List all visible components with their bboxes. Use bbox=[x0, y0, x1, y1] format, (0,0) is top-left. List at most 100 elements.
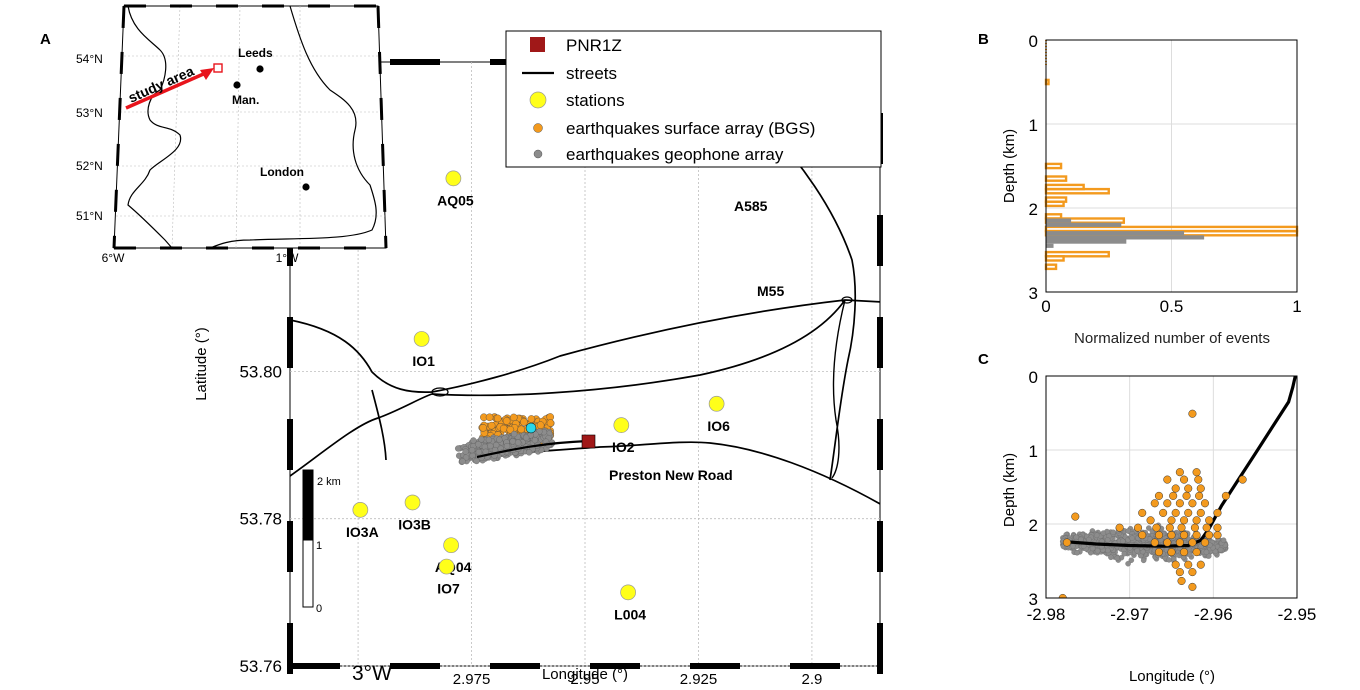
scatter-point-surface bbox=[1196, 484, 1205, 493]
scatter-point-geophone bbox=[1100, 530, 1107, 536]
map-quake-geophone bbox=[459, 458, 466, 465]
scale-bar-upper bbox=[302, 469, 314, 541]
city-label-manchester: Man. bbox=[232, 93, 259, 107]
map-quake-geophone bbox=[503, 442, 511, 450]
scatter-y-tick-label: 3 bbox=[1029, 590, 1038, 609]
map-quake-geophone bbox=[475, 448, 483, 456]
map-quake-geophone bbox=[462, 448, 469, 455]
scatter-point-surface bbox=[1175, 538, 1184, 547]
map-border-segment-bottom-8 bbox=[690, 663, 740, 669]
legend-label-stations: stations bbox=[566, 91, 625, 110]
scatter-point-geophone bbox=[1212, 548, 1219, 555]
scatter-plot-area bbox=[1058, 376, 1297, 598]
scatter-point-surface bbox=[1180, 531, 1189, 540]
scatter-x-tick-label: -2.96 bbox=[1194, 605, 1233, 624]
map-border-segment-bottom-10 bbox=[790, 663, 840, 669]
scatter-panel: -2.98 -2.97 -2.96 -2.95 0 1 2 3 Longitude (°) D… bbox=[1001, 368, 1316, 685]
scatter-point-geophone bbox=[1086, 536, 1092, 543]
map-border-segment-left-11 bbox=[287, 623, 293, 674]
scatter-point-surface bbox=[1192, 548, 1201, 557]
map-quake-geophone bbox=[525, 449, 533, 456]
station-marker bbox=[413, 331, 430, 347]
scatter-point-geophone bbox=[1074, 549, 1080, 556]
scatter-point-surface bbox=[1175, 568, 1184, 577]
inset-lat-52: 52°N bbox=[76, 159, 103, 173]
scatter-point-surface bbox=[1177, 576, 1186, 586]
map-x-tick-label: 2.975 bbox=[453, 671, 491, 685]
scatter-point-geophone bbox=[1104, 547, 1111, 554]
histogram-gridlines bbox=[1046, 40, 1297, 292]
histogram-tick-labels: 0 0.5 1 0 1 2 3 bbox=[1029, 32, 1302, 316]
map-x-corner-label: 3°W bbox=[352, 662, 392, 685]
map-quake-geophone bbox=[522, 434, 530, 441]
scatter-point-geophone bbox=[1129, 535, 1135, 541]
scatter-point-surface bbox=[1202, 523, 1211, 532]
scatter-tick-labels: -2.98 -2.97 -2.96 -2.95 0 1 2 3 bbox=[1027, 368, 1317, 624]
scatter-y-axis-label: Depth (km) bbox=[1001, 453, 1018, 527]
map-x-axis-label: Longitude (°) bbox=[542, 666, 628, 683]
scatter-y-tick-label: 2 bbox=[1029, 516, 1038, 535]
scatter-point-surface bbox=[1188, 499, 1197, 508]
histogram-bar-geophone bbox=[1046, 231, 1185, 236]
scatter-point-surface bbox=[1196, 508, 1205, 517]
scatter-point-surface bbox=[1150, 499, 1159, 508]
street-a585 bbox=[759, 119, 857, 481]
city-dot-london bbox=[302, 183, 310, 191]
map-y-axis-label: Latitude (°) bbox=[193, 327, 210, 401]
map-border-segment-right-7 bbox=[877, 419, 883, 470]
legend-marker-geophone-array bbox=[533, 149, 543, 159]
map-x-tick-label: 2.925 bbox=[680, 671, 718, 685]
scatter-point-surface bbox=[1184, 484, 1193, 493]
map-x-tick-label: 2.9 bbox=[801, 671, 822, 685]
map-quake-geophone bbox=[509, 438, 516, 445]
map-quake-geophone bbox=[475, 441, 482, 448]
station-label: IO6 bbox=[707, 418, 730, 434]
panel-letter-c: C bbox=[978, 351, 989, 368]
scatter-point-geophone bbox=[1220, 537, 1227, 543]
station-marker bbox=[445, 170, 462, 187]
scatter-point-surface bbox=[1221, 491, 1230, 500]
legend-label-streets: streets bbox=[566, 64, 617, 83]
study-area-box bbox=[213, 63, 223, 73]
scatter-point-surface bbox=[1190, 523, 1199, 532]
map-quake-geophone bbox=[470, 437, 477, 444]
map-quake-surface bbox=[536, 421, 545, 429]
station-marker bbox=[438, 558, 455, 575]
map-quake-surface bbox=[546, 419, 555, 427]
scatter-point-surface bbox=[1150, 538, 1159, 547]
scatter-point-surface bbox=[1213, 508, 1222, 517]
scatter-point-surface bbox=[1188, 538, 1197, 547]
map-quake-surface bbox=[502, 417, 511, 425]
map-quake-surface bbox=[479, 424, 487, 432]
map-border-segment-right-11 bbox=[877, 623, 883, 674]
scatter-point-surface bbox=[1184, 508, 1193, 517]
histogram-bar-geophone bbox=[1046, 243, 1054, 248]
well-trajectory-map bbox=[476, 439, 589, 459]
street-m55-east bbox=[844, 299, 880, 303]
histogram-bar-geophone bbox=[1046, 222, 1122, 227]
scatter-point-geophone bbox=[1134, 548, 1140, 554]
scatter-point-geophone bbox=[1166, 557, 1172, 563]
map-border-segment-right-3 bbox=[877, 215, 883, 266]
map-border-segment-top-2 bbox=[390, 59, 440, 65]
scatter-point-surface bbox=[1062, 538, 1071, 547]
scatter-point-surface bbox=[1154, 531, 1163, 540]
scatter-point-surface bbox=[1169, 491, 1178, 500]
road-label-m55: M55 bbox=[757, 283, 784, 299]
scatter-point-surface bbox=[1196, 560, 1205, 569]
road-label-preston-new-road: Preston New Road bbox=[609, 467, 733, 483]
histogram-y-tick-label: 3 bbox=[1029, 284, 1038, 303]
scatter-point-surface bbox=[1163, 499, 1172, 508]
scatter-point-surface bbox=[1167, 548, 1176, 557]
scatter-point-geophone bbox=[1114, 555, 1121, 561]
scatter-x-tick-label: -2.97 bbox=[1110, 605, 1149, 624]
station-marker bbox=[613, 417, 630, 433]
map-border-segment-left-9 bbox=[287, 521, 293, 572]
map-y-tick-label: 53.76 bbox=[239, 657, 282, 676]
map-quake-geophone bbox=[468, 446, 476, 454]
scatter-point-surface bbox=[1188, 568, 1197, 577]
inset-frame bbox=[113, 5, 387, 249]
panel-letter-a: A bbox=[40, 31, 51, 48]
scatter-point-surface bbox=[1200, 538, 1210, 547]
inset-lon-1w: 1°W bbox=[276, 251, 299, 265]
